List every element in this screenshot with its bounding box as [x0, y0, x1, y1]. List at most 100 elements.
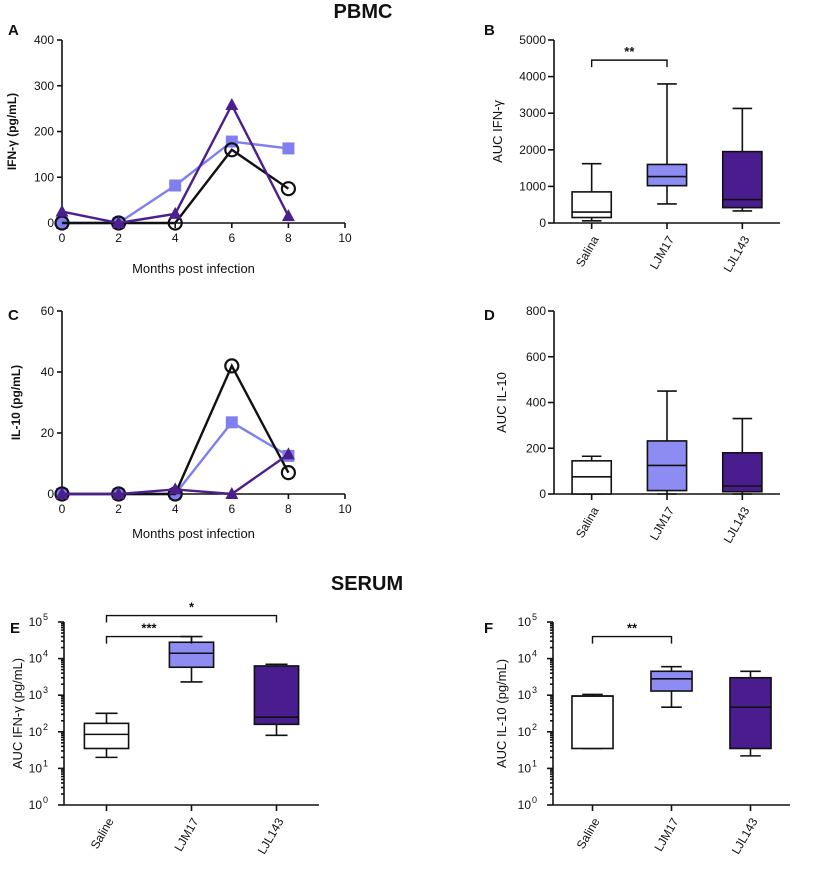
box-iqr — [168, 641, 215, 669]
x-axis-label: Months post infection — [132, 526, 255, 541]
x-tick-label: Saline — [574, 815, 603, 851]
y-tick-label: 60 — [41, 304, 55, 318]
data-point-triangle — [168, 482, 182, 495]
y-tick-label: 40 — [41, 365, 55, 379]
y-tick-label: 10 — [29, 652, 43, 666]
x-tick-label: LJL143 — [721, 233, 753, 274]
x-tick-label: 4 — [172, 231, 179, 245]
y-tick-label: 600 — [526, 350, 546, 364]
series-ljl143 — [55, 447, 295, 499]
x-tick-label: 10 — [338, 502, 352, 516]
y-tick-label: 300 — [34, 79, 54, 93]
significance-label: *** — [141, 621, 157, 636]
y-tick-label: 5000 — [519, 33, 546, 47]
box-ljm17 — [646, 83, 688, 205]
box-saline — [83, 712, 130, 759]
y-tick-label: 20 — [41, 426, 55, 440]
box-iqr — [571, 191, 613, 219]
y-tick-exponent: 2 — [43, 722, 48, 732]
box-iqr — [83, 722, 130, 750]
x-tick-label: LJM17 — [647, 504, 677, 542]
data-point-triangle — [55, 204, 69, 217]
y-tick-exponent: 4 — [43, 649, 48, 659]
panel-letter: C — [8, 307, 19, 324]
y-tick-label: 10 — [518, 725, 532, 739]
y-axis-label: AUC IFN-γ — [490, 100, 505, 163]
section-title-pbmc: PBMC — [334, 1, 393, 23]
panel-letter: A — [8, 22, 19, 39]
panel-c: C 0 20 40 60 0 2 4 6 8 10 Months post infection IL-1… — [8, 304, 352, 541]
y-tick-label: 10 — [29, 761, 43, 775]
y-tick-label: 0 — [539, 216, 546, 230]
data-point-square — [169, 179, 182, 192]
y-tick-label: 100 — [34, 170, 54, 184]
y-tick-label: 2000 — [519, 143, 546, 157]
x-tick-label: Salina — [573, 504, 602, 540]
x-tick-label: 10 — [338, 231, 352, 245]
y-tick-exponent: 0 — [43, 795, 48, 805]
y-tick-label: 3000 — [519, 106, 546, 120]
x-tick-label: LJL143 — [255, 815, 287, 856]
significance-label: ** — [624, 44, 635, 59]
y-axis-label: AUC IL-10 — [494, 372, 509, 433]
y-axis-label: AUC IFN-γ (pg/mL) — [10, 658, 25, 769]
x-tick-label: 6 — [228, 231, 235, 245]
x-tick-label: 6 — [228, 502, 235, 516]
series-line — [62, 148, 290, 225]
box-ljl143 — [721, 107, 763, 212]
x-tick-label: 0 — [59, 231, 66, 245]
panel-letter: F — [484, 620, 493, 637]
y-tick-label: 10 — [518, 761, 532, 775]
y-tick-exponent: 5 — [532, 612, 537, 622]
y-tick-exponent: 3 — [43, 685, 48, 695]
x-axis-label: Months post infection — [132, 261, 255, 276]
x-tick-label: 0 — [59, 502, 66, 516]
y-tick-label: 200 — [34, 125, 54, 139]
bracket-line — [590, 59, 668, 68]
box-ljm17 — [650, 665, 693, 709]
y-tick-label: 200 — [526, 441, 546, 455]
series-line — [62, 363, 290, 496]
box-iqr — [650, 670, 693, 692]
data-point-triangle — [55, 487, 69, 499]
y-tick-label: 400 — [526, 396, 546, 410]
x-tick-label: 2 — [115, 231, 122, 245]
axes — [547, 621, 790, 811]
y-tick-exponent: 5 — [43, 612, 48, 622]
data-point-triangle — [225, 97, 239, 110]
data-point-triangle — [281, 447, 295, 460]
y-tick-label: 0 — [47, 216, 54, 230]
box-iqr — [571, 695, 614, 750]
box-salina — [571, 162, 613, 222]
y-tick-label: 10 — [29, 725, 43, 739]
data-point-circle — [280, 181, 296, 197]
series-saline — [54, 142, 296, 231]
y-tick-exponent: 1 — [43, 758, 48, 768]
data-point-circle — [224, 358, 240, 374]
box-iqr — [729, 676, 772, 750]
y-axis-label: IFN-γ (pg/mL) — [5, 93, 19, 170]
y-tick-exponent: 2 — [532, 722, 537, 732]
box-saline — [571, 693, 614, 750]
data-point-triangle — [112, 487, 126, 499]
axes — [57, 39, 346, 228]
bracket-line — [105, 614, 278, 623]
y-tick-exponent: 1 — [532, 758, 537, 768]
y-tick-label: 10 — [518, 688, 532, 702]
y-tick-label: 400 — [34, 33, 54, 47]
box-ljl143 — [721, 417, 763, 495]
y-tick-label: 10 — [29, 615, 43, 629]
x-tick-label: Salina — [573, 233, 602, 269]
significance-bracket: * — [105, 600, 278, 623]
y-tick-label: 0 — [539, 487, 546, 501]
significance-label: ** — [627, 621, 638, 636]
y-tick-label: 10 — [518, 652, 532, 666]
data-point-square — [282, 142, 295, 155]
data-point-triangle — [112, 216, 126, 228]
x-tick-label: LJM17 — [651, 815, 681, 853]
section-title-serum: SERUM — [331, 573, 403, 595]
panel-letter: E — [10, 620, 20, 637]
